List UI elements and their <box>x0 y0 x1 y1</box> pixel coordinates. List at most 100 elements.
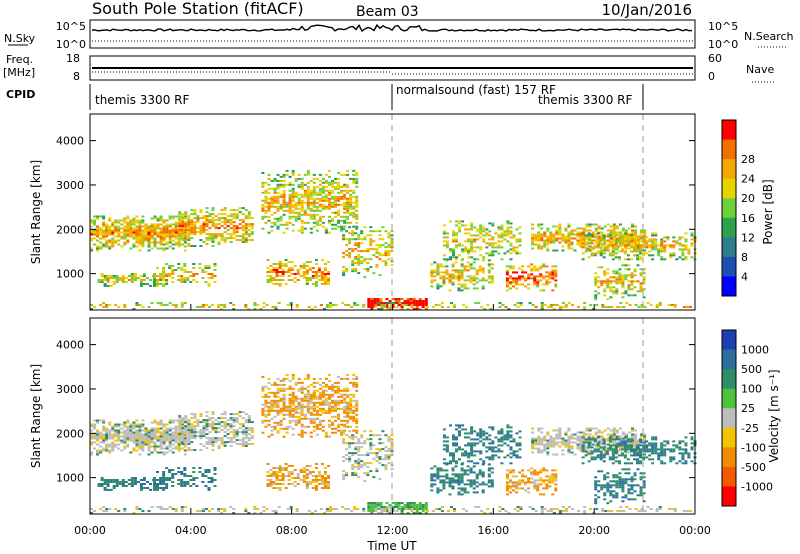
power-echo-cell <box>275 267 279 269</box>
velocity-echo-cell <box>208 419 212 422</box>
power-echo-cell <box>96 249 100 252</box>
power-echo-cell <box>156 247 160 250</box>
power-echo-cell <box>302 271 306 273</box>
power-echo-cell <box>118 277 122 279</box>
power-echo-cell <box>643 235 647 238</box>
power-echo-cell <box>594 272 598 275</box>
power-echo-cell <box>460 265 464 268</box>
power-echo-cell <box>214 237 218 240</box>
power-echo-cell <box>99 233 103 236</box>
velocity-echo-cell <box>491 448 495 451</box>
velocity-echo-cell <box>162 425 166 428</box>
power-echo-cell <box>451 265 455 268</box>
power-echo-cell <box>111 221 115 224</box>
power-echo-cell <box>615 290 619 293</box>
velocity-echo-cell <box>193 421 197 424</box>
power-echo-cell <box>585 235 589 238</box>
velocity-echo-cell <box>153 431 157 434</box>
power-echo-cell <box>183 279 187 281</box>
velocity-echo-cell <box>482 434 486 437</box>
power-echo-cell <box>156 231 160 234</box>
power-echo-cell <box>369 244 373 247</box>
velocity-echo-cell <box>337 401 341 404</box>
power-echo-cell <box>355 221 359 224</box>
power-echo-cell <box>321 207 325 210</box>
power-echo-cell <box>609 245 613 248</box>
velocity-echo-cell <box>515 442 519 445</box>
velocity-echo-cell <box>178 427 182 430</box>
velocity-echo-cell <box>424 504 428 506</box>
power-echo-cell <box>171 277 175 279</box>
velocity-echo-cell <box>261 389 265 392</box>
power-echo-cell <box>265 304 269 306</box>
velocity-echo-cell <box>111 429 115 432</box>
velocity-echo-cell <box>138 427 142 430</box>
power-echo-cell <box>220 304 224 306</box>
power-echo-cell <box>126 221 130 224</box>
power-echo-cell <box>165 275 169 277</box>
velocity-echo-cell <box>111 441 115 444</box>
velocity-echo-cell <box>433 473 437 476</box>
velocity-echo-cell <box>279 407 283 410</box>
power-echo-cell <box>287 267 291 269</box>
power-echo-cell <box>678 248 682 251</box>
velocity-echo-cell <box>279 427 283 430</box>
colorbar-swatch <box>722 198 736 219</box>
velocity-echo-cell <box>261 403 265 406</box>
velocity-echo-cell <box>311 471 315 473</box>
velocity-echo-cell <box>331 427 335 430</box>
power-echo-cell <box>469 277 473 280</box>
power-echo-cell <box>114 221 118 224</box>
power-echo-cell <box>193 217 197 220</box>
power-echo-cell <box>165 263 169 265</box>
power-echo-cell <box>387 254 391 257</box>
power-echo-cell <box>561 249 565 252</box>
velocity-echo-cell <box>345 442 349 445</box>
power-echo-cell <box>318 183 322 186</box>
velocity-echo-cell <box>384 454 388 457</box>
power-echo-cell <box>114 229 118 232</box>
velocity-echo-cell <box>355 417 359 420</box>
power-echo-cell <box>452 234 456 237</box>
power-echo-cell <box>406 308 410 310</box>
power-echo-cell <box>153 243 157 246</box>
power-echo-cell <box>269 265 273 267</box>
power-echo-cell <box>334 177 338 180</box>
power-echo-cell <box>162 267 166 269</box>
power-echo-cell <box>445 244 449 247</box>
power-echo-cell <box>96 231 100 234</box>
power-echo-cell <box>418 302 422 304</box>
velocity-echo-cell <box>120 449 124 452</box>
power-echo-cell <box>278 265 282 267</box>
power-echo-cell <box>548 273 552 276</box>
power-echo-cell <box>479 254 483 257</box>
power-echo-cell <box>174 225 178 228</box>
power-echo-cell <box>168 225 172 228</box>
power-echo-cell <box>594 229 598 232</box>
power-echo-cell <box>303 191 307 194</box>
power-echo-cell <box>291 187 295 190</box>
velocity-echo-cell <box>385 502 389 504</box>
velocity-echo-cell <box>241 431 245 434</box>
power-echo-cell <box>564 229 568 232</box>
velocity-echo-cell <box>114 433 118 436</box>
velocity-echo-cell <box>193 429 197 432</box>
velocity-echo-cell <box>278 479 282 481</box>
power-echo-cell <box>552 237 556 240</box>
power-echo-cell <box>660 238 664 241</box>
velocity-echo-cell <box>220 413 224 416</box>
power-echo-cell <box>156 281 160 283</box>
velocity-echo-cell <box>470 446 474 449</box>
power-echo-cell <box>183 302 187 304</box>
power-echo-cell <box>190 231 194 234</box>
power-echo-cell <box>360 238 364 241</box>
power-echo-cell <box>509 281 513 284</box>
power-echo-cell <box>302 275 306 277</box>
velocity-echo-cell <box>497 430 501 433</box>
power-echo-cell <box>482 226 486 229</box>
velocity-echo-cell <box>460 489 464 492</box>
velocity-echo-cell <box>342 476 346 479</box>
power-echo-cell <box>138 235 142 238</box>
velocity-echo-cell <box>238 439 242 442</box>
power-echo-cell <box>181 239 185 241</box>
